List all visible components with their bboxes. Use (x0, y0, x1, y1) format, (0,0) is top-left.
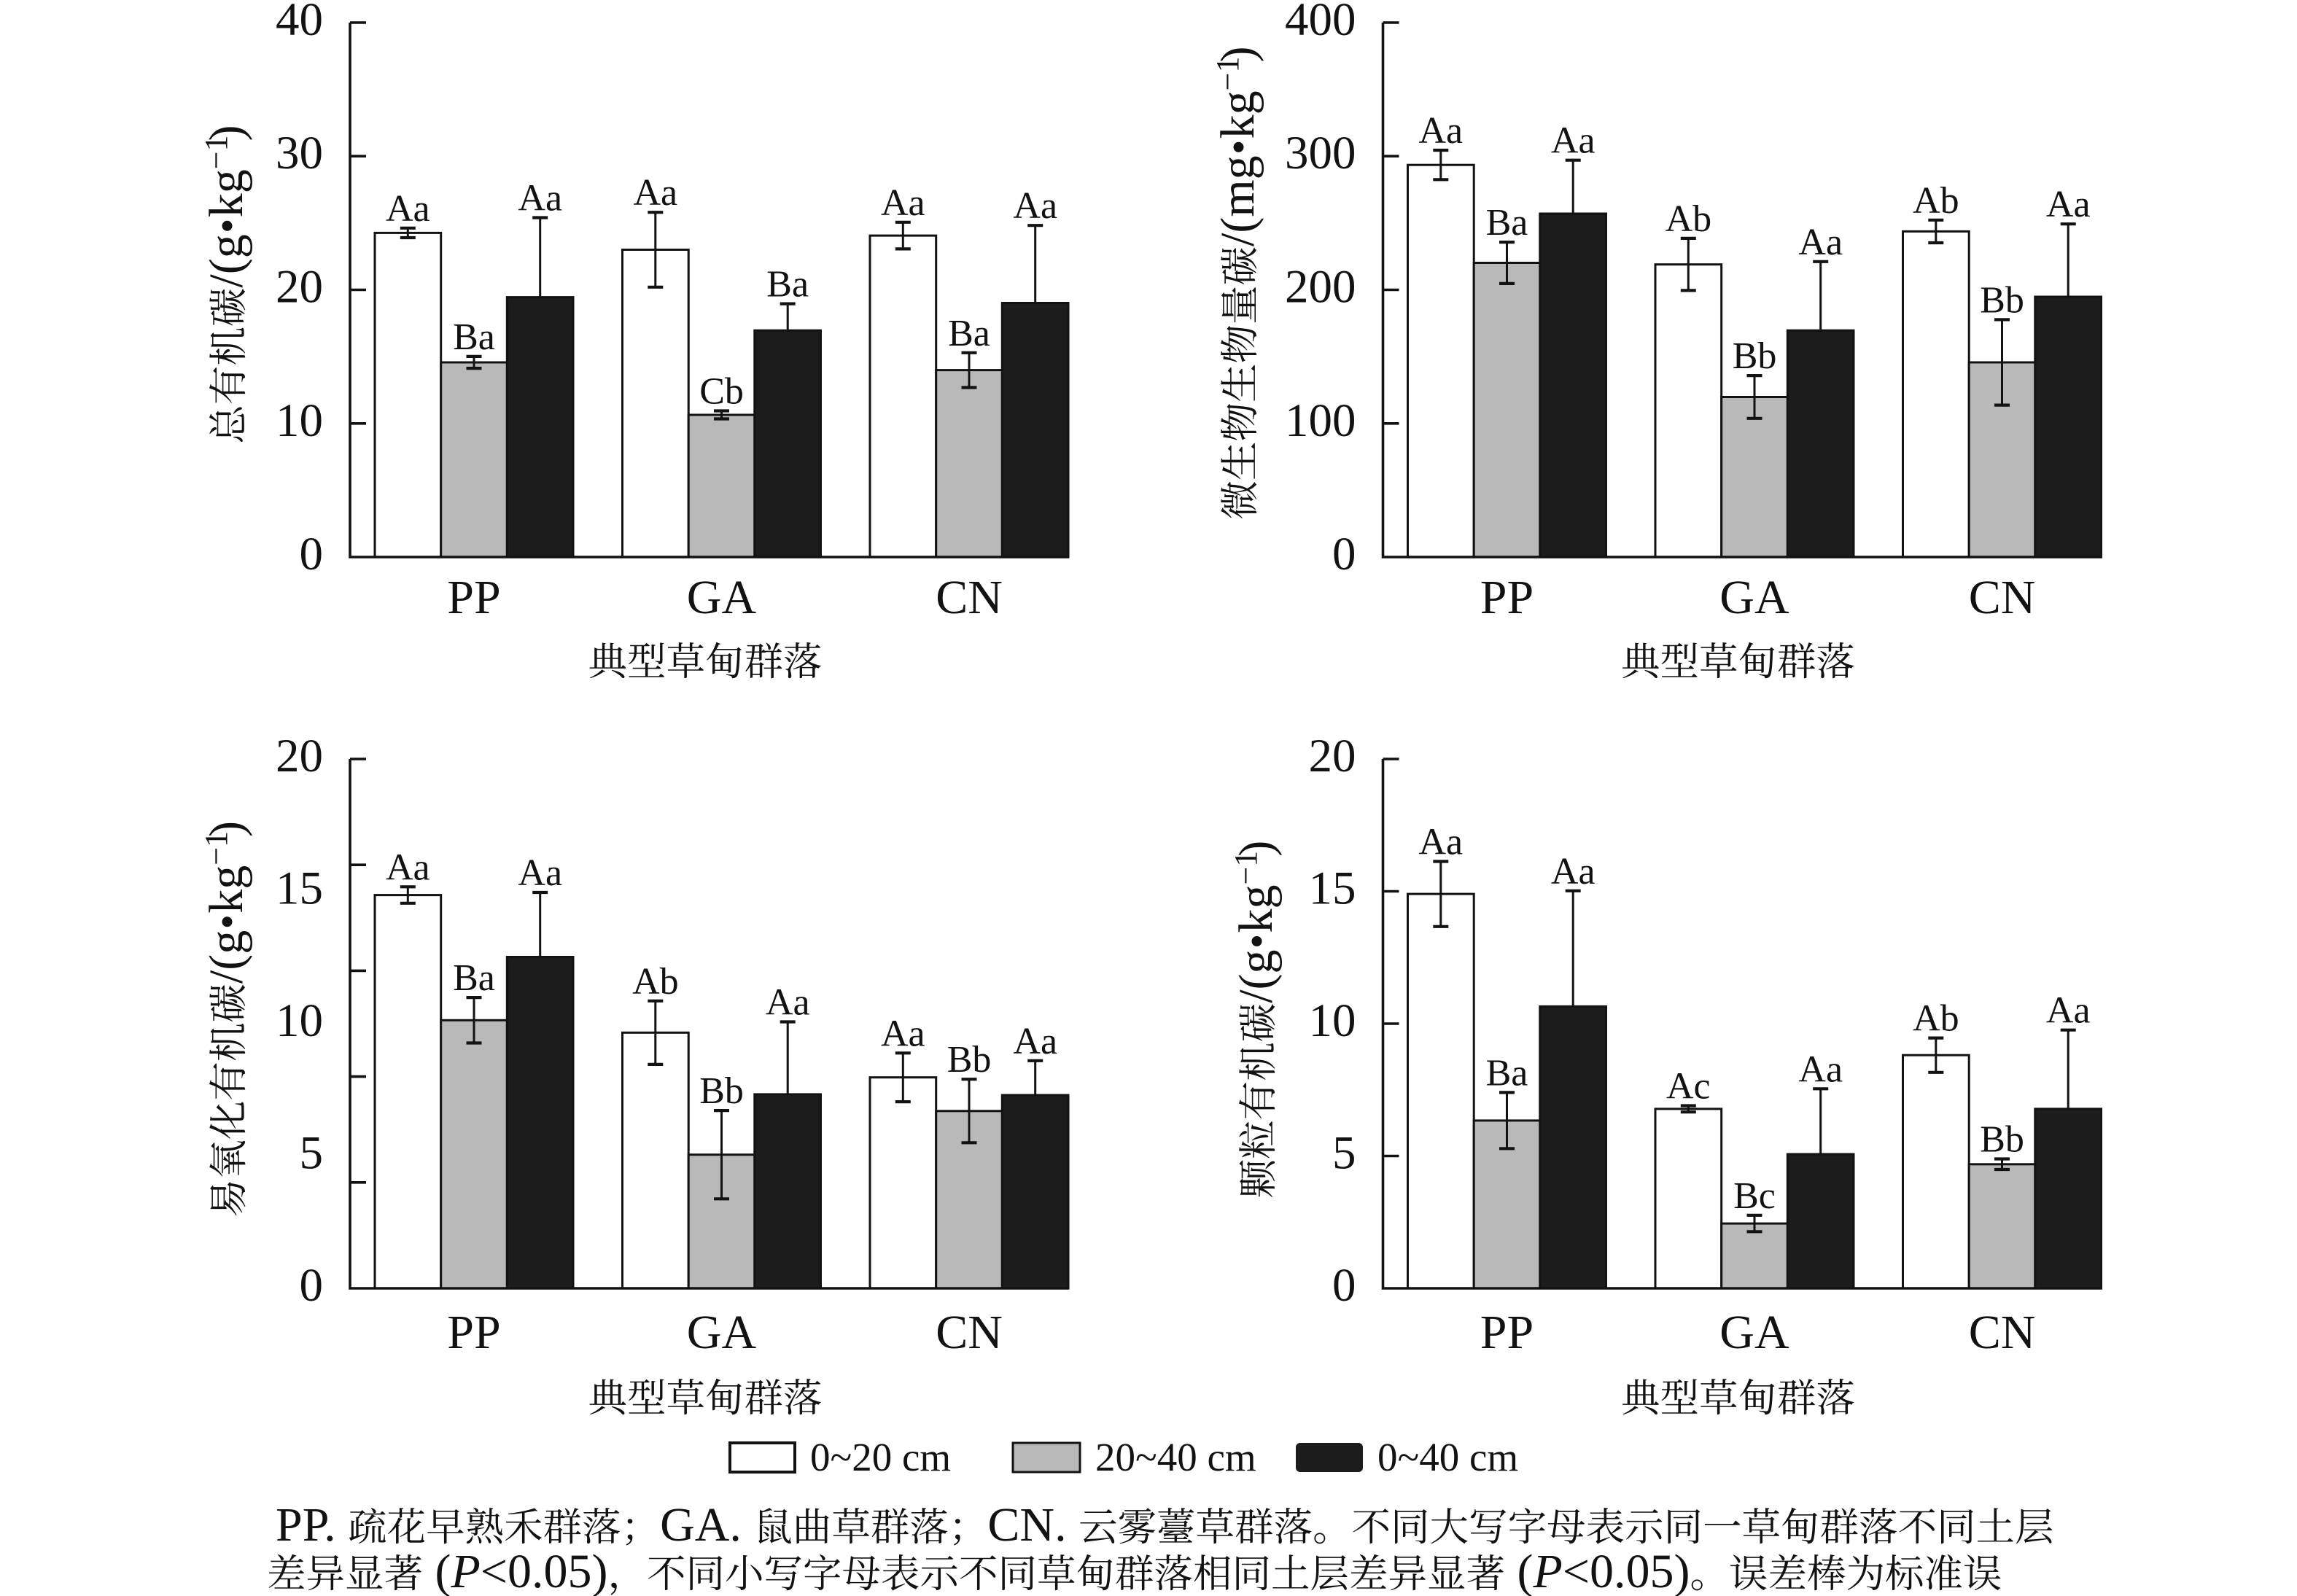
svg-text:CN: CN (1969, 1306, 2036, 1359)
svg-text:GA: GA (1719, 1306, 1789, 1359)
svg-text:Bb: Bb (1733, 335, 1777, 377)
svg-text:0~20 cm: 0~20 cm (810, 1435, 951, 1479)
svg-text:Aa: Aa (2046, 990, 2091, 1032)
svg-text:CN: CN (936, 1306, 1003, 1359)
svg-text:0: 0 (1332, 1259, 1356, 1312)
svg-text:GA: GA (687, 571, 757, 624)
svg-text:Aa: Aa (881, 182, 925, 224)
svg-text:GA: GA (687, 1306, 757, 1359)
svg-text:20~40 cm: 20~40 cm (1095, 1435, 1256, 1479)
svg-text:<0.05): <0.05) (481, 1545, 608, 1596)
svg-text:CN: CN (936, 571, 1003, 624)
svg-text:15: 15 (276, 863, 323, 915)
svg-text:(: ( (423, 1545, 451, 1596)
svg-text:100: 100 (1285, 394, 1356, 447)
svg-text:PP.: PP. (276, 1498, 348, 1552)
svg-text:Aa: Aa (1013, 185, 1057, 227)
svg-text:15: 15 (1309, 863, 1356, 915)
svg-text:PP: PP (447, 1306, 500, 1359)
svg-text:300: 300 (1285, 127, 1356, 179)
svg-text:Aa: Aa (881, 1013, 925, 1054)
svg-text:Ba: Ba (453, 957, 495, 999)
svg-text:Ba: Ba (453, 316, 495, 358)
svg-text:/(g: /(g (200, 930, 253, 984)
svg-text:): ) (1211, 47, 1264, 63)
svg-text:Aa: Aa (1551, 120, 1596, 162)
svg-text:<0.05): <0.05) (1563, 1545, 1690, 1596)
svg-text:GA: GA (1719, 571, 1789, 624)
svg-text:/(mg: /(mg (1211, 155, 1264, 246)
svg-text:kg: kg (1211, 90, 1264, 139)
svg-text:PP: PP (1480, 1306, 1534, 1359)
svg-text:0: 0 (300, 1259, 324, 1312)
svg-text:): ) (200, 821, 253, 837)
svg-text:Aa: Aa (1013, 1021, 1057, 1062)
svg-text:20: 20 (276, 730, 323, 782)
svg-text:Aa: Aa (386, 188, 430, 230)
svg-text:/(g: /(g (1229, 949, 1283, 1003)
svg-text:P: P (1533, 1545, 1563, 1596)
svg-text:200: 200 (1285, 261, 1356, 314)
svg-text:Bb: Bb (1980, 279, 2024, 321)
svg-text:10: 10 (276, 994, 323, 1047)
svg-text:Ab: Ab (632, 961, 679, 1003)
svg-text:400: 400 (1285, 0, 1356, 46)
svg-text:0: 0 (1332, 528, 1356, 580)
svg-text:): ) (1229, 841, 1283, 857)
svg-text:−1: −1 (198, 831, 234, 865)
svg-text:Aa: Aa (1419, 110, 1464, 152)
svg-text:kg: kg (200, 865, 253, 914)
svg-text:): ) (200, 125, 253, 141)
svg-text:Aa: Aa (1798, 222, 1843, 263)
svg-text:Ba: Ba (1486, 1052, 1528, 1094)
svg-text:Bc: Bc (1733, 1175, 1776, 1217)
svg-text:5: 5 (1332, 1127, 1356, 1180)
svg-text:Aa: Aa (1419, 822, 1464, 863)
svg-text:/(g: /(g (200, 234, 253, 287)
svg-text:10: 10 (276, 394, 323, 447)
svg-text:Bb: Bb (1980, 1119, 2024, 1161)
svg-text:−1: −1 (198, 135, 234, 169)
svg-text:kg: kg (200, 169, 253, 217)
svg-text:Ab: Ab (1666, 198, 1712, 240)
svg-text:Ab: Ab (1913, 998, 1959, 1040)
svg-text:20: 20 (1309, 730, 1356, 782)
svg-text:CN: CN (1969, 571, 2036, 624)
svg-text:30: 30 (276, 127, 323, 179)
svg-text:CN.: CN. (987, 1498, 1078, 1552)
svg-text:(: ( (1505, 1545, 1533, 1596)
svg-text:Ab: Ab (1913, 180, 1959, 222)
svg-text:40: 40 (276, 0, 323, 46)
svg-text:Bb: Bb (947, 1039, 992, 1081)
svg-text:kg: kg (1229, 885, 1283, 933)
svg-text:Ac: Ac (1666, 1066, 1711, 1108)
svg-text:Cb: Cb (699, 371, 744, 413)
svg-text:P: P (451, 1545, 481, 1596)
svg-text:Ba: Ba (1486, 202, 1528, 244)
svg-text:−1: −1 (1228, 851, 1264, 885)
svg-text:PP: PP (1480, 571, 1534, 624)
svg-text:Aa: Aa (1798, 1048, 1843, 1090)
svg-text:10: 10 (1309, 994, 1356, 1047)
svg-text:Aa: Aa (1551, 851, 1596, 892)
svg-text:0: 0 (300, 528, 324, 580)
svg-text:Ba: Ba (948, 313, 990, 354)
svg-text:GA.: GA. (660, 1498, 753, 1552)
svg-text:Bb: Bb (699, 1070, 744, 1112)
svg-text:Aa: Aa (2046, 184, 2091, 225)
svg-text:Aa: Aa (518, 852, 562, 894)
svg-text:Aa: Aa (634, 172, 678, 214)
svg-text:Aa: Aa (518, 178, 562, 219)
svg-text:20: 20 (276, 261, 323, 314)
svg-text:Aa: Aa (386, 846, 430, 888)
svg-text:0~40 cm: 0~40 cm (1377, 1435, 1518, 1479)
svg-text:5: 5 (300, 1127, 324, 1180)
svg-text:Ba: Ba (766, 264, 809, 305)
svg-text:PP: PP (447, 571, 500, 624)
svg-text:Aa: Aa (766, 982, 810, 1024)
svg-text:−1: −1 (1210, 56, 1245, 90)
